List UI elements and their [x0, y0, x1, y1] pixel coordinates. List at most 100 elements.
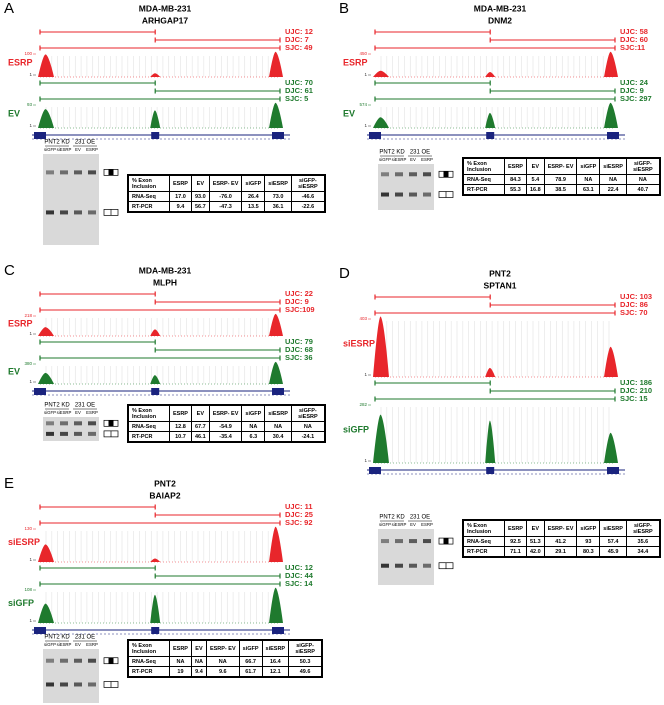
band	[381, 172, 389, 177]
coverage	[373, 414, 618, 463]
isoform-exon	[108, 657, 114, 664]
data-row: RT-PCR 10.7 46.1 -35.4 6.3 30.4 -24.1	[128, 431, 325, 442]
gene-name: BAIAP2	[149, 490, 180, 500]
table-cell: % Exon Inclusion	[463, 520, 505, 537]
junction-count: SJC: 14	[285, 579, 313, 588]
gel-group: 231 OE	[410, 150, 430, 156]
gel-group: PNT2 KD	[44, 635, 70, 641]
scale-min: 1	[29, 379, 32, 384]
coverage	[373, 316, 618, 377]
track-name: siGFP	[8, 598, 34, 608]
gel-group: PNT2 KD	[44, 403, 70, 409]
table-cell: NA	[264, 421, 292, 432]
junction-count: UJC: 186	[620, 378, 652, 387]
junction-count: UJC: 58	[620, 27, 648, 36]
band	[74, 682, 82, 687]
band	[395, 539, 403, 544]
scale-max: 218	[24, 313, 32, 318]
table-cell: 9.6	[205, 666, 240, 677]
table-cell: 49.6	[288, 666, 323, 677]
table-cell: siESRP	[264, 175, 292, 192]
table-cell: 9.4	[169, 201, 192, 212]
table-cell: 61.7	[238, 666, 263, 677]
band	[423, 192, 431, 197]
table-cell: ESRP	[504, 158, 527, 175]
table-cell: ESRP	[169, 640, 192, 657]
table-cell: RT-PCR	[128, 666, 170, 677]
table-cell: 17.0	[169, 191, 192, 202]
exon	[151, 132, 160, 139]
junction-count: SJC: 70	[620, 308, 648, 317]
gel	[378, 529, 434, 585]
junction-count: DJC: 86	[620, 300, 648, 309]
band	[409, 563, 417, 568]
cell-line: PNT2	[154, 478, 176, 488]
data-row: RNA-Seq 17.0 93.0 -76.0 26.4 73.0 -46.6	[128, 191, 325, 202]
table-cell: % Exon Inclusion	[128, 175, 170, 192]
junction-count: DJC: 68	[285, 345, 313, 354]
exon	[272, 388, 284, 395]
exon	[34, 132, 46, 139]
table-cell: 80.3	[576, 546, 601, 557]
panel-label: B	[339, 0, 349, 17]
scale-min: 1	[364, 123, 367, 128]
table-cell: EV	[190, 175, 210, 192]
table-cell: 92.5	[504, 536, 527, 547]
isoform-exon	[443, 538, 449, 545]
scale-max: 403	[359, 316, 367, 321]
table-cell: RNA-Seq	[128, 421, 170, 432]
table-cell: NA	[290, 421, 325, 432]
table-cell: RNA-Seq	[128, 191, 170, 202]
scale-min: 1	[29, 123, 32, 128]
junction-count: UJC: 70	[285, 78, 313, 87]
coverage	[38, 313, 283, 336]
table-cell: 13.5	[241, 201, 266, 212]
band	[395, 192, 403, 197]
band	[423, 172, 431, 177]
table-cell: 16.4	[261, 656, 290, 667]
table-cell: siGFP	[576, 158, 601, 175]
lane-label: siGFP	[44, 642, 56, 647]
table-cell: RNA-Seq	[128, 656, 170, 667]
table-cell: ESRP- EV	[205, 640, 240, 657]
table-cell: EV	[190, 640, 207, 657]
junction-count: DJC: 210	[620, 386, 652, 395]
table-cell: 67.7	[190, 421, 210, 432]
band	[423, 539, 431, 544]
scale-max: 380	[24, 361, 32, 366]
junction-count: SJC:11	[620, 43, 645, 52]
table-cell: 36.1	[264, 201, 292, 212]
junction-count: DJC: 9	[285, 297, 309, 306]
table-cell: 45.9	[599, 546, 627, 557]
lane-label: EV	[75, 410, 81, 415]
junction-count: SJC: 15	[620, 394, 648, 403]
band	[74, 421, 82, 426]
table-cell: 93	[576, 536, 601, 547]
table-cell: -47.3	[208, 201, 243, 212]
header-row: % Exon Inclusion ESRP EV ESRP- EV siGFP siESR…	[128, 640, 323, 657]
table-cell: 19	[169, 666, 192, 677]
gene-name: MLPH	[153, 277, 177, 287]
band	[395, 172, 403, 177]
exon	[272, 132, 284, 139]
header-row: % Exon Inclusion ESRP EV ESRP- EV siGFP siESR…	[128, 405, 325, 422]
junction-count: UJC: 11	[285, 502, 313, 511]
junction-count: DJC: 60	[620, 35, 648, 44]
table-cell: 50.3	[288, 656, 323, 667]
table-cell: 16.8	[525, 184, 545, 195]
junction-count: DJC: 9	[620, 86, 644, 95]
gel	[43, 649, 99, 703]
isoform-exon	[108, 420, 114, 427]
band	[46, 421, 54, 426]
gel-group: 231 OE	[75, 403, 95, 409]
lane-label: EV	[410, 157, 416, 162]
table-cell: RNA-Seq	[463, 174, 505, 185]
panel-label: D	[339, 265, 350, 282]
table-cell: -76.0	[208, 191, 243, 202]
data-row: RNA-Seq NA NA NA 66.7 16.4 50.3	[128, 656, 323, 667]
table-cell: siGFP	[241, 175, 266, 192]
cell-line: MDA-MB-231	[474, 3, 527, 13]
table-cell: 42.0	[525, 546, 545, 557]
junction-count: SJC: 297	[620, 94, 652, 103]
